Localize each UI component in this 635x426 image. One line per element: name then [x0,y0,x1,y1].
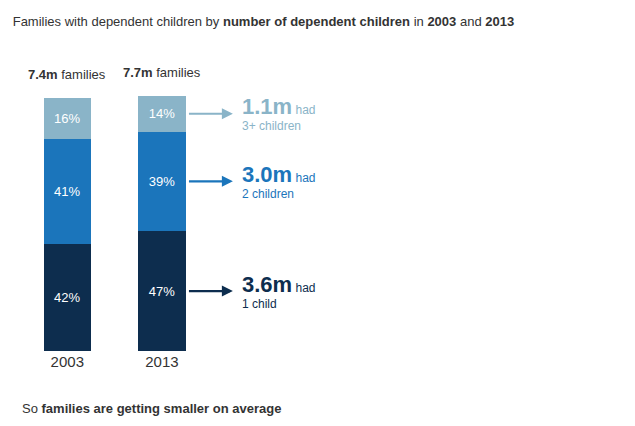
svg-text:1.1m had3+ children: 1.1m had3+ children [242,94,316,133]
svg-text:7.4m families: 7.4m families [28,67,106,82]
svg-text:42%: 42% [54,290,80,305]
svg-text:Families with dependent childr: Families with dependent children by numb… [13,14,514,29]
svg-text:So families are getting smalle: So families are getting smaller on avera… [22,401,281,416]
svg-text:3.0m had2 children: 3.0m had2 children [242,162,316,201]
svg-text:2003: 2003 [51,353,84,370]
svg-text:3.6m had1 child: 3.6m had1 child [242,272,316,311]
svg-text:7.7m families: 7.7m families [123,65,201,80]
svg-text:16%: 16% [54,111,80,126]
svg-text:41%: 41% [54,184,80,199]
svg-text:14%: 14% [149,106,175,121]
svg-text:2013: 2013 [145,353,178,370]
svg-text:39%: 39% [149,174,175,189]
svg-text:47%: 47% [149,284,175,299]
